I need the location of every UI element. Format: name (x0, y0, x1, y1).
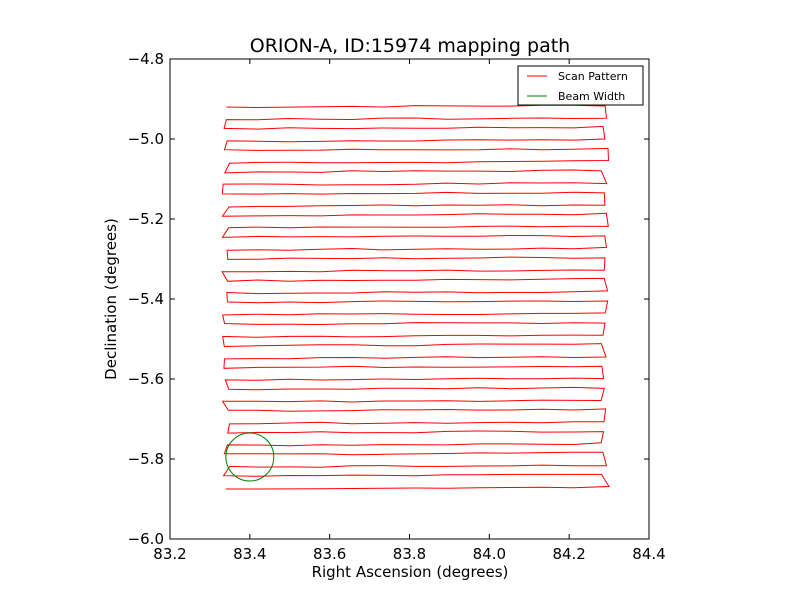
legend-box (517, 65, 644, 106)
y-tick-label: −6.0 (128, 530, 164, 548)
y-axis: −6.0 −5.8 −5.6 −5.4 −5.2 −5.0 −4.8 (128, 50, 649, 548)
x-tick-label: 83.8 (393, 545, 426, 563)
scan-pattern-layer (221, 104, 610, 490)
y-tick-label: −5.6 (128, 370, 164, 388)
plot-area (169, 58, 650, 540)
legend: Scan Pattern Beam Width (517, 65, 644, 106)
x-tick-label: 83.4 (233, 545, 266, 563)
y-tick-label: −4.8 (128, 50, 164, 68)
y-tick-label: −5.8 (128, 450, 164, 468)
scan-pattern-line (221, 104, 610, 490)
y-tick-label: −5.2 (128, 210, 164, 228)
x-axis: 83.2 83.4 83.6 83.8 84.0 84.2 84.4 (153, 59, 666, 563)
legend-beam-width-label: Beam Width (558, 90, 625, 103)
y-axis-label: Declination (degrees) (102, 218, 120, 380)
x-tick-label: 84.0 (473, 545, 506, 563)
x-tick-label: 84.4 (632, 545, 665, 563)
x-tick-label: 84.2 (552, 545, 585, 563)
beam-width-layer (225, 432, 275, 482)
x-axis-label: Right Ascension (degrees) (312, 563, 509, 581)
beam-width-circle (225, 432, 275, 482)
x-tick-label: 83.2 (153, 545, 186, 563)
y-tick-label: −5.4 (128, 290, 164, 308)
x-tick-label: 83.6 (313, 545, 346, 563)
chart-title: ORION-A, ID:15974 mapping path (250, 35, 570, 57)
y-tick-label: −5.0 (128, 130, 164, 148)
legend-scan-pattern-label: Scan Pattern (558, 70, 628, 83)
